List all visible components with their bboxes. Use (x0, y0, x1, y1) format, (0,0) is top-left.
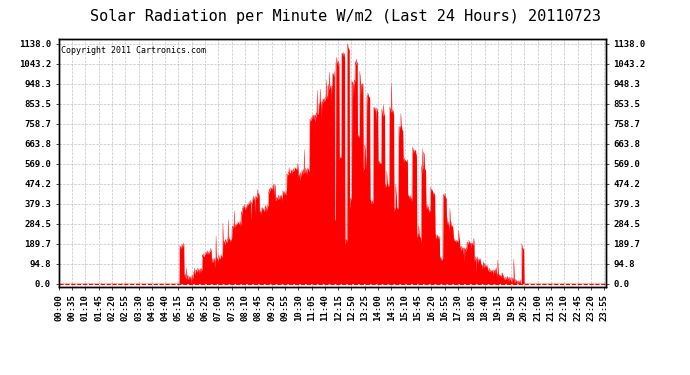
Text: Copyright 2011 Cartronics.com: Copyright 2011 Cartronics.com (61, 46, 206, 55)
Text: Solar Radiation per Minute W/m2 (Last 24 Hours) 20110723: Solar Radiation per Minute W/m2 (Last 24… (90, 9, 600, 24)
